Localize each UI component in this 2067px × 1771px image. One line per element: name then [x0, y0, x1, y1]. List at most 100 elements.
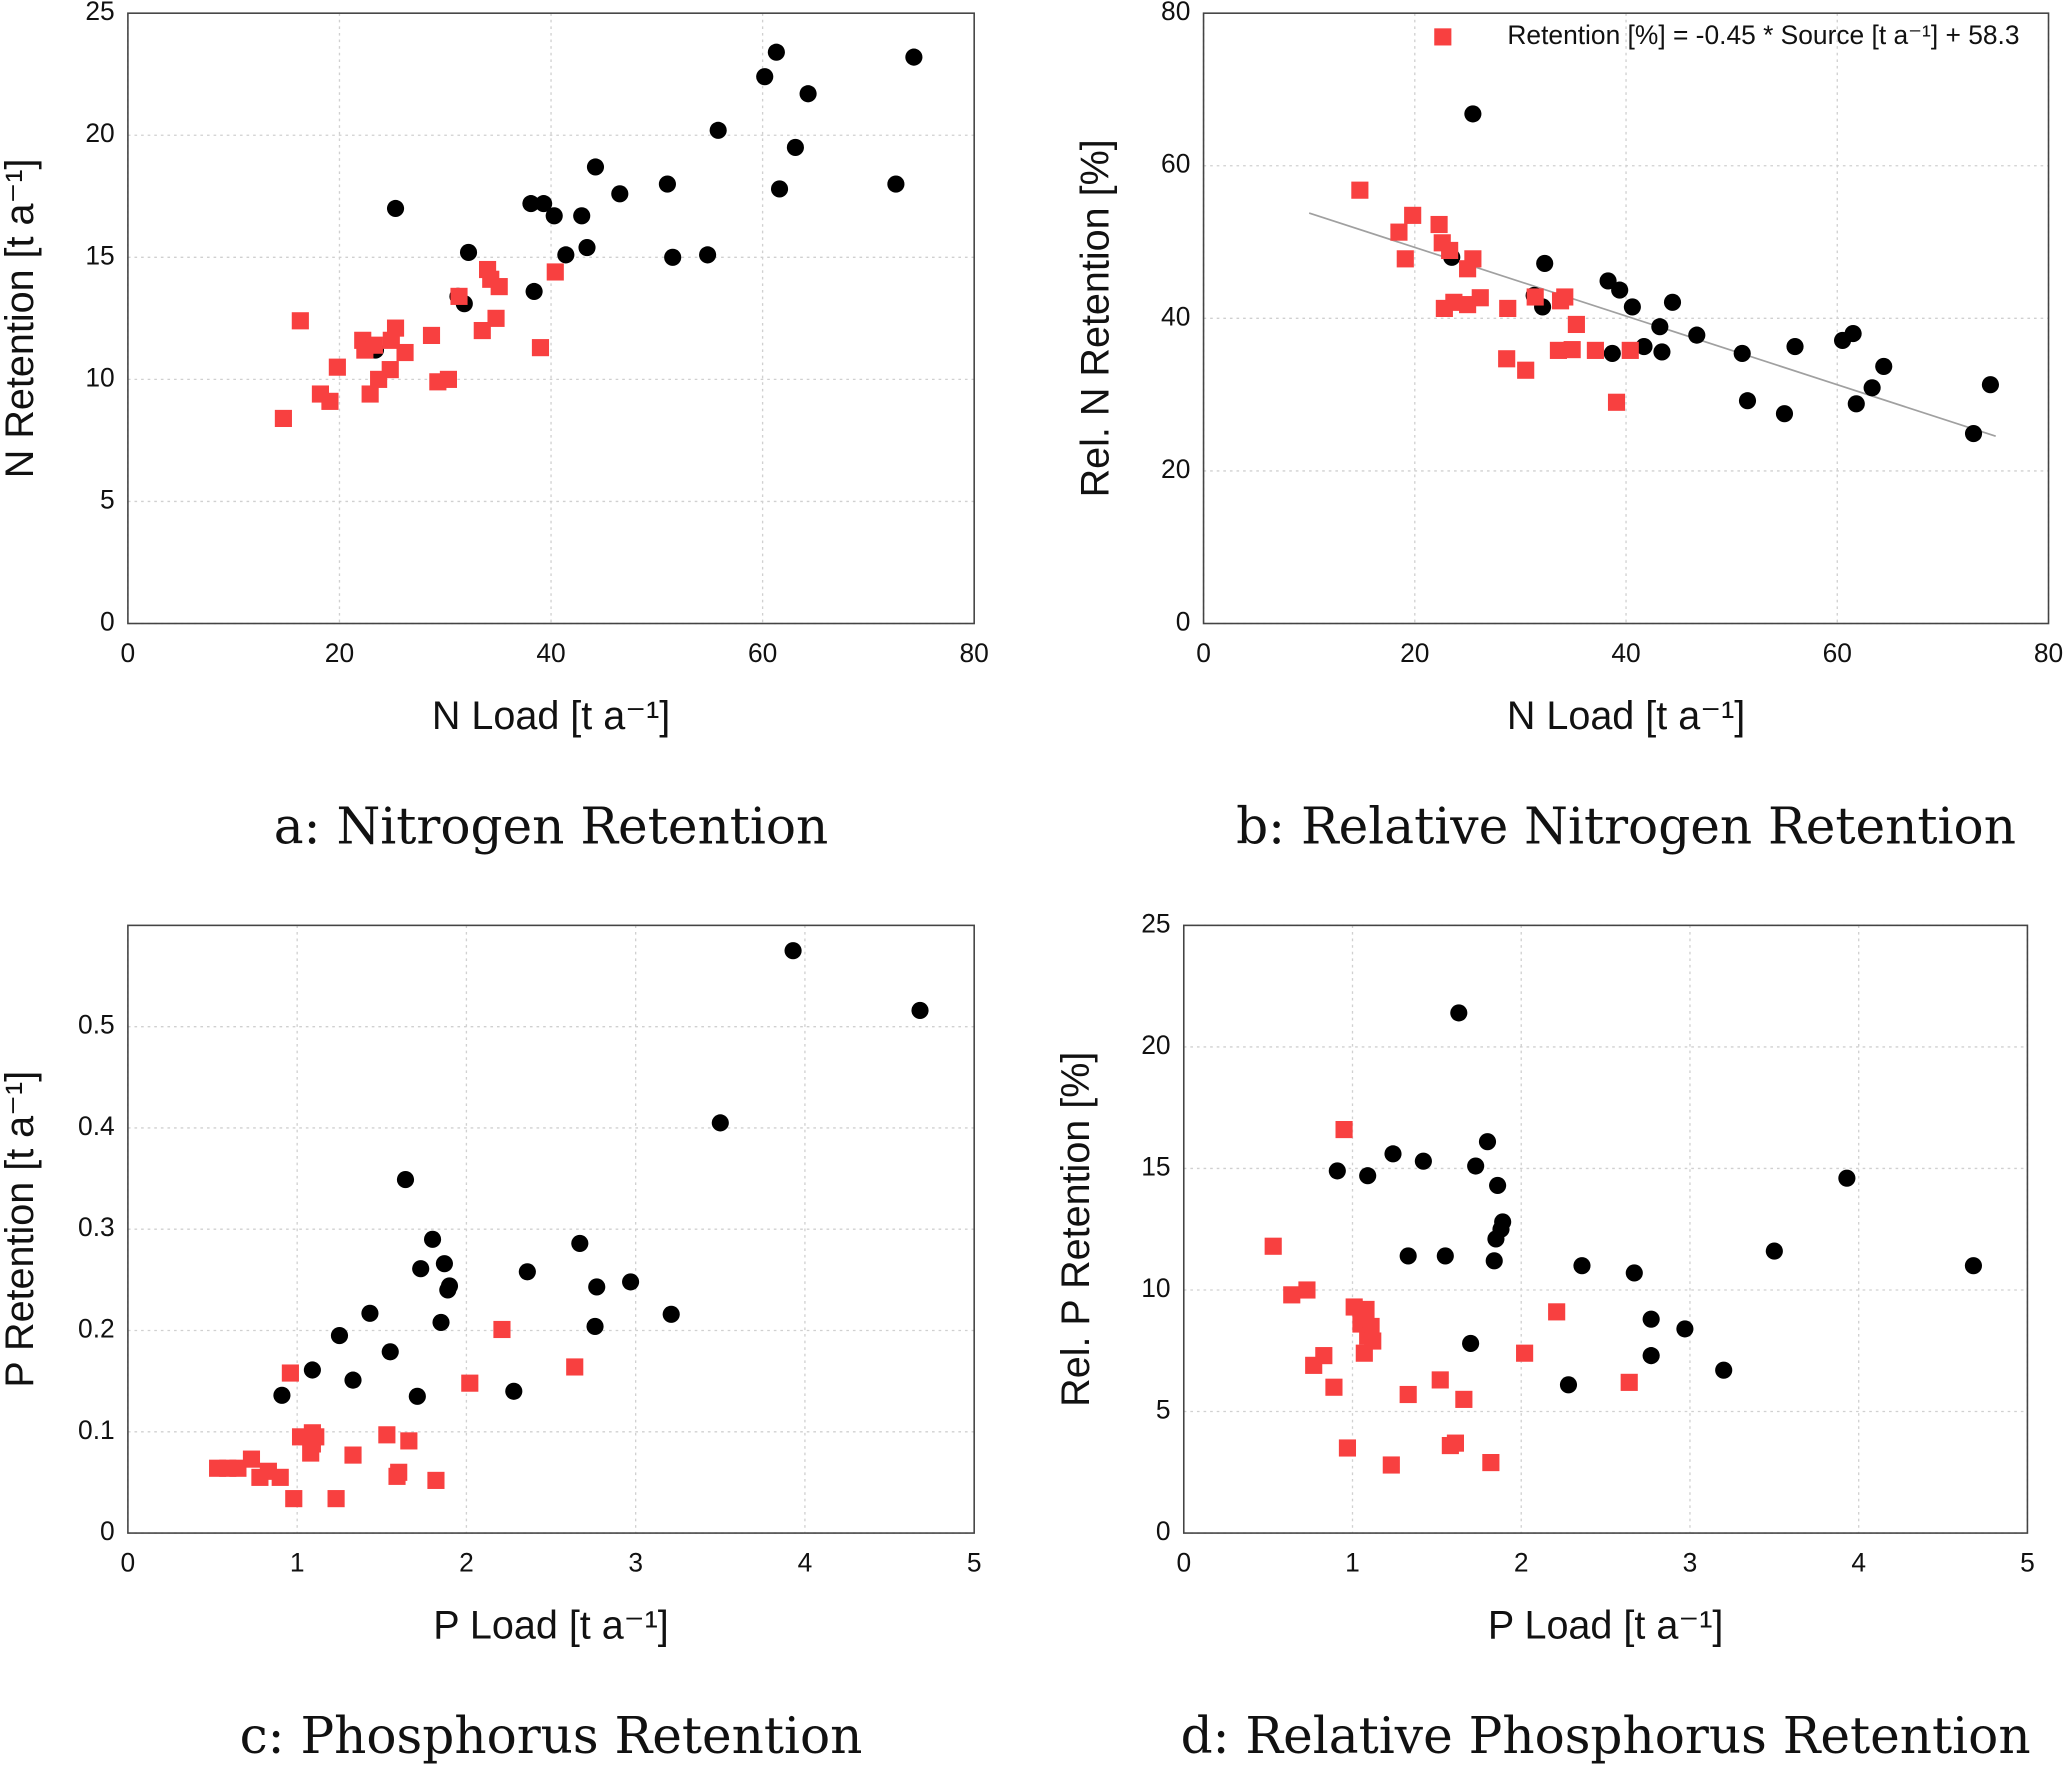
point	[545, 207, 563, 225]
y-tick-label: 20	[85, 118, 114, 148]
panel: 0 1 2 3 4 5 0 0.1 0.2 0.3 0.4 0.5 P Load [t a⁻¹] P Re…	[0, 924, 982, 1765]
plot-frame	[127, 12, 975, 625]
point	[573, 207, 591, 225]
y-tick-label: 0.2	[78, 1313, 115, 1343]
point	[767, 43, 785, 61]
point	[423, 1230, 442, 1248]
point	[1981, 376, 1999, 394]
point	[784, 942, 802, 960]
point	[396, 1171, 415, 1189]
point	[1485, 1252, 1503, 1270]
y-axis-label: Rel. N Retention [%]	[1074, 139, 1118, 497]
x-axis-label: P Load [t a⁻¹]	[433, 1603, 669, 1647]
point	[365, 336, 383, 354]
y-tick-label: 0.4	[78, 1111, 115, 1141]
y-tick-label: 0	[1176, 606, 1191, 636]
point	[1676, 1320, 1694, 1338]
point	[1765, 1242, 1783, 1260]
point	[1642, 1347, 1660, 1365]
point	[518, 1263, 536, 1281]
point	[1715, 1361, 1733, 1379]
point	[1325, 1378, 1343, 1396]
x-tick-label: 0	[1196, 638, 1211, 668]
point	[461, 1374, 479, 1392]
y-tick-label: 0.3	[78, 1212, 115, 1242]
point	[1964, 1257, 1982, 1275]
x-tick-label: 1	[290, 1548, 305, 1578]
x-tick-label: 1	[1345, 1548, 1360, 1578]
point	[1517, 361, 1535, 379]
y-tick-label: 25	[1141, 908, 1170, 938]
point	[1399, 1247, 1417, 1265]
point	[361, 1304, 379, 1322]
y-tick-label: 10	[85, 362, 114, 392]
point	[1478, 1133, 1497, 1151]
point	[427, 1471, 445, 1489]
point	[1526, 288, 1544, 306]
point	[412, 1260, 430, 1278]
point	[756, 68, 774, 86]
point	[1875, 357, 1893, 375]
point	[1586, 341, 1604, 359]
y-tick-label: 25	[85, 0, 114, 26]
point	[439, 1281, 457, 1299]
point	[1733, 344, 1751, 363]
point	[1623, 298, 1641, 316]
point	[664, 248, 682, 266]
point	[1384, 1145, 1402, 1163]
point	[911, 1001, 929, 1020]
point	[281, 1364, 299, 1382]
point	[1607, 393, 1626, 411]
point	[1738, 392, 1757, 410]
point	[622, 1273, 640, 1291]
x-axis-label: N Load [t a⁻¹]	[1507, 694, 1745, 738]
point	[535, 195, 553, 213]
point	[271, 1468, 289, 1486]
point	[1556, 288, 1574, 306]
x-tick-label: 3	[628, 1548, 643, 1578]
point	[1563, 341, 1581, 359]
point	[1464, 105, 1482, 123]
point	[1430, 215, 1448, 234]
point	[1559, 1376, 1578, 1394]
x-tick-label: 60	[1823, 638, 1852, 668]
x-tick-label: 0	[121, 638, 136, 668]
plot-frame	[1182, 924, 2029, 1534]
point	[1464, 250, 1482, 268]
point	[699, 246, 717, 264]
point	[786, 138, 804, 157]
x-tick-label: 5	[2020, 1548, 2035, 1578]
point	[1489, 1176, 1507, 1195]
y-tick-label: 0.5	[78, 1010, 115, 1040]
point	[344, 1371, 362, 1389]
y-tick-label: 5	[100, 484, 115, 514]
point	[887, 175, 905, 193]
x-tick-label: 80	[2034, 638, 2063, 668]
plot-frame	[1202, 12, 2050, 625]
point	[1351, 181, 1369, 199]
caption: b: Relative Nitrogen Retention	[1236, 797, 2016, 855]
point	[1964, 424, 1983, 443]
point	[473, 321, 491, 340]
y-tick-label: 0	[100, 1516, 115, 1546]
point	[566, 1358, 584, 1376]
point	[242, 1450, 261, 1468]
point	[1844, 325, 1862, 343]
point	[1863, 379, 1881, 397]
point	[578, 238, 596, 257]
caption: d: Relative Phosphorus Retention	[1181, 1707, 2031, 1765]
point	[327, 1490, 345, 1508]
point	[321, 392, 339, 410]
point	[546, 263, 564, 281]
x-tick-label: 0	[1176, 1548, 1191, 1578]
point	[1487, 1230, 1505, 1248]
x-tick-label: 0	[121, 1548, 136, 1578]
x-tick-label: 20	[325, 638, 354, 668]
x-axis-label: N Load [t a⁻¹]	[432, 694, 670, 738]
point	[1264, 1237, 1282, 1255]
x-tick-label: 4	[798, 1548, 813, 1578]
point	[1516, 1344, 1534, 1362]
point	[490, 278, 508, 296]
point	[328, 358, 346, 376]
